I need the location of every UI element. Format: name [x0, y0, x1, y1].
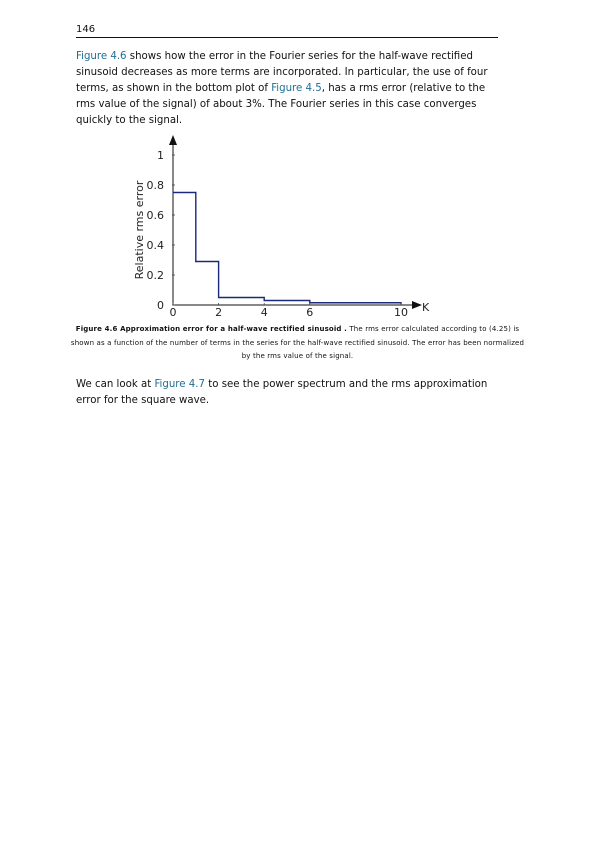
paragraph-2-text-b: to see the power spectrum and the rms ap… [76, 379, 488, 406]
paragraph-1-text-a: shows how the error in the Fourier serie… [76, 51, 488, 94]
data-point [309, 302, 311, 304]
data-point [218, 296, 220, 299]
chart-ticks: 00.20.40.60.810 2 4 6 10 [147, 149, 409, 319]
y-tick-label: 0.4 [147, 239, 165, 252]
figure-4-7-link[interactable]: Figure 4.7 [154, 379, 205, 390]
y-tick-label: 0.6 [147, 209, 165, 222]
paragraph-1-text-b: , has a rms error (relative to the rms v… [76, 83, 486, 126]
y-tick-label: 0 [157, 299, 164, 312]
x-axis-label: K [422, 301, 430, 314]
paragraph-2-text-a: We can look at [76, 379, 155, 390]
figure-caption: Figure 4.6 Approximation error for a hal… [70, 323, 525, 364]
x-tick-label: 0 [170, 306, 177, 319]
data-point [400, 302, 402, 305]
chart-series [172, 191, 402, 305]
y-tick-label: 0.2 [147, 269, 165, 282]
data-point [263, 299, 265, 302]
page-number: 146 [76, 24, 96, 35]
figure-4-5-link[interactable]: Figure 4.5 [271, 83, 322, 94]
y-tick-label: 1 [157, 149, 164, 162]
rms-error-chart: 00.20.40.60.810 2 4 6 10 Relative rms error … [133, 135, 430, 319]
figure-4-6-link[interactable]: Figure 4.6 [76, 51, 127, 62]
error-step-line [173, 191, 402, 304]
y-axis-arrow [169, 135, 177, 145]
x-tick-label: 4 [261, 306, 268, 319]
body-paragraph-2: We can look at Figure 4.7 to see the pow… [76, 377, 496, 409]
caption-label: Figure 4.6 Approximation error for a hal… [75, 325, 347, 333]
body-paragraph-1: Figure 4.6 shows how the error in the Fo… [76, 49, 496, 129]
y-axis-label: Relative rms error [133, 180, 146, 279]
y-tick-label: 0.8 [147, 179, 165, 192]
chart-axes [169, 135, 422, 309]
x-tick-label: 6 [306, 306, 313, 319]
x-tick-label: 10 [394, 306, 408, 319]
data-point [172, 191, 174, 194]
header-rule [76, 37, 498, 39]
x-tick-label: 2 [215, 306, 222, 319]
x-axis-arrow [412, 301, 422, 309]
caption-text: The rms error calculated according to (4… [70, 325, 525, 361]
data-point [195, 260, 197, 263]
